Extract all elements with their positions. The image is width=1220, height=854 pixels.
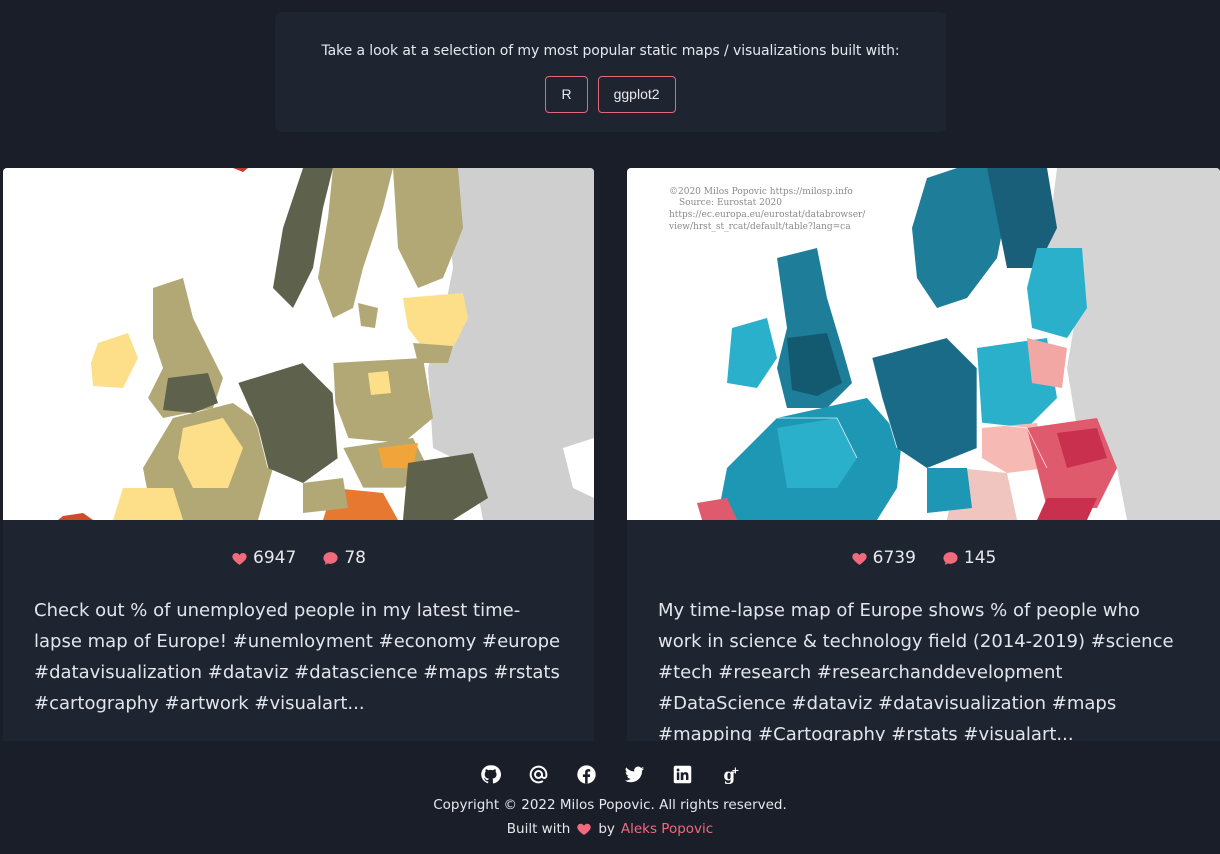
map-credit-line-1: ©2020 Milos Popovic https://milosp.info — [669, 187, 853, 197]
map-credit-line-3: https://ec.europa.eu/eurostat/databrowse… — [669, 210, 866, 220]
comment-icon — [943, 551, 958, 565]
post-stats: 6947 78 — [3, 548, 594, 568]
built-with-line: Built with by Aleks Popovic — [0, 821, 1220, 837]
comments-value: 145 — [963, 548, 997, 568]
built-with-prefix: Built with — [506, 821, 571, 837]
comments-count[interactable]: 145 — [942, 548, 996, 568]
post-stats: 6739 145 — [627, 548, 1220, 568]
heart-icon — [851, 552, 867, 565]
comment-icon — [323, 551, 338, 565]
svg-text:+: + — [731, 765, 739, 776]
likes-count[interactable]: 6947 — [231, 548, 296, 568]
unemployment-map-image[interactable] — [3, 168, 594, 520]
author-link[interactable]: Aleks Popovic — [620, 821, 714, 837]
tag-r-button[interactable]: R — [545, 76, 588, 113]
social-links: g + — [0, 763, 1220, 785]
built-by-label: by — [598, 821, 615, 837]
post-card-unemployment[interactable]: 6947 78 Check out % of unemployed people… — [3, 168, 594, 748]
post-description: Check out % of unemployed people in my l… — [34, 600, 561, 714]
footer: g + Copyright © 2022 Milos Popovic. All r… — [0, 741, 1220, 854]
map-credit-line-4: view/hrst_st_rcat/default/table?lang=ca — [668, 222, 851, 232]
copyright-text: Copyright © 2022 Milos Popovic. All righ… — [433, 797, 787, 813]
post-description: My time-lapse map of Europe shows % of p… — [658, 600, 1174, 745]
github-icon[interactable] — [479, 763, 501, 785]
map-credit-line-2: Source: Eurostat 2020 — [679, 198, 782, 208]
linkedin-icon[interactable] — [671, 763, 693, 785]
intro-panel: Take a look at a selection of my most po… — [275, 12, 946, 132]
comments-count[interactable]: 78 — [322, 548, 366, 568]
post-card-science-tech[interactable]: ©2020 Milos Popovic https://milosp.info … — [627, 168, 1220, 748]
science-tech-map-image[interactable]: ©2020 Milos Popovic https://milosp.info … — [627, 168, 1220, 520]
likes-value: 6947 — [253, 548, 297, 568]
likes-value: 6739 — [872, 548, 916, 568]
heart-icon — [232, 552, 247, 565]
comments-value: 78 — [344, 548, 366, 568]
heart-icon — [577, 823, 592, 835]
twitter-icon[interactable] — [623, 763, 645, 785]
tag-list: R ggplot2 — [275, 76, 946, 113]
likes-count[interactable]: 6739 — [851, 548, 916, 568]
email-icon[interactable] — [527, 763, 549, 785]
svg-text:g: g — [723, 764, 735, 784]
facebook-icon[interactable] — [575, 763, 597, 785]
tag-ggplot2-button[interactable]: ggplot2 — [597, 76, 676, 113]
google-scholar-icon[interactable]: g + — [719, 763, 741, 785]
intro-text: Take a look at a selection of my most po… — [321, 43, 900, 59]
